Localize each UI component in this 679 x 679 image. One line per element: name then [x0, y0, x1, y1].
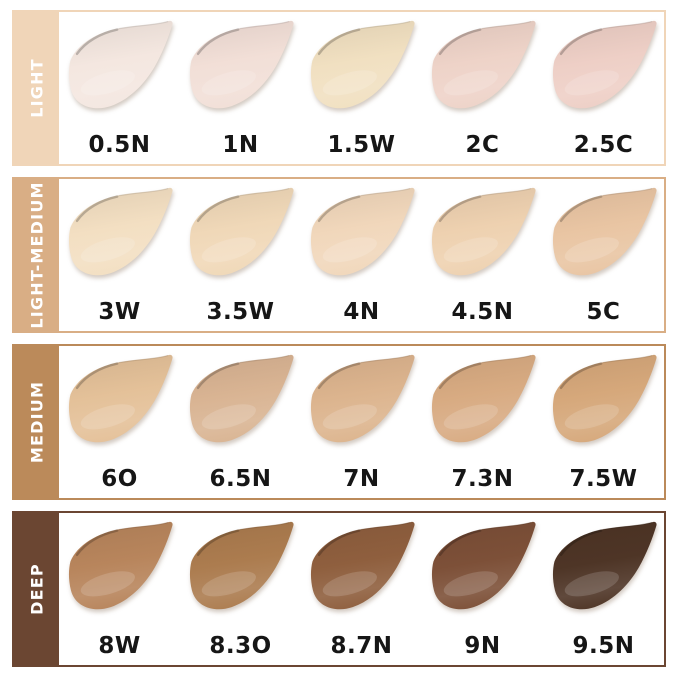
category-band: MEDIUM [14, 346, 59, 498]
shade-cells: 3W 3.5W 4N 4.5N 5C [59, 179, 664, 331]
shade-cell-3-5w: 3.5W [180, 179, 301, 331]
shade-row-light-medium: LIGHT-MEDIUM 3W 3.5W 4N 4.5N 5C [12, 177, 666, 333]
shade-row-medium: MEDIUM 6O 6.5N 7N 7.3N 7.5W [12, 344, 666, 500]
category-band: LIGHT [14, 12, 59, 164]
shade-label: 4.5N [451, 299, 514, 325]
shade-cell-5c: 5C [543, 179, 664, 331]
category-label: MEDIUM [27, 380, 46, 464]
foundation-swatch-smear-image [68, 354, 173, 443]
shade-label: 1.5W [327, 132, 396, 158]
shade-cell-8-7n: 8.7N [301, 513, 422, 665]
foundation-swatch-smear-image [552, 20, 657, 109]
foundation-swatch-smear-image [431, 187, 536, 276]
shade-cell-4-5n: 4.5N [422, 179, 543, 331]
shade-label: 8.3O [209, 633, 272, 659]
category-band: LIGHT-MEDIUM [14, 179, 59, 331]
foundation-swatch-smear-image [189, 354, 294, 443]
shade-label: 2.5C [573, 132, 634, 158]
foundation-swatch-smear-image [189, 187, 294, 276]
shade-label: 3W [98, 299, 141, 325]
shade-label: 8.7N [330, 633, 393, 659]
foundation-swatch-smear-image [431, 354, 536, 443]
foundation-swatch-smear-image [310, 521, 415, 610]
shade-cell-9-5n: 9.5N [543, 513, 664, 665]
foundation-swatch-smear-image [68, 20, 173, 109]
shade-label: 7N [343, 466, 380, 492]
shade-row-light: LIGHT 0.5N 1N 1.5W 2C 2.5C [12, 10, 666, 166]
shade-cells: 8W 8.3O 8.7N 9N 9.5N [59, 513, 664, 665]
shade-label: 0.5N [88, 132, 151, 158]
foundation-swatch-smear-image [552, 354, 657, 443]
category-band: DEEP [14, 513, 59, 665]
shade-cells: 0.5N 1N 1.5W 2C 2.5C [59, 12, 664, 164]
shade-label: 8W [98, 633, 141, 659]
foundation-swatch-smear-image [310, 354, 415, 443]
foundation-swatch-smear-image [431, 20, 536, 109]
shade-cell-6-5n: 6.5N [180, 346, 301, 498]
shade-cell-8-3o: 8.3O [180, 513, 301, 665]
foundation-swatch-smear-image [189, 20, 294, 109]
shade-cell-2-5c: 2.5C [543, 12, 664, 164]
shade-cell-3w: 3W [59, 179, 180, 331]
foundation-swatch-smear-image [68, 521, 173, 610]
shade-cell-9n: 9N [422, 513, 543, 665]
foundation-swatch-smear-image [189, 521, 294, 610]
shade-label: 1N [222, 132, 259, 158]
shade-row-deep: DEEP 8W 8.3O 8.7N 9N 9.5N [12, 511, 666, 667]
shade-cell-7n: 7N [301, 346, 422, 498]
shade-cell-7-3n: 7.3N [422, 346, 543, 498]
shade-label: 6.5N [209, 466, 272, 492]
shade-label: 4N [343, 299, 380, 325]
foundation-shade-chart: LIGHT 0.5N 1N 1.5W 2C 2.5C LIGHT-MEDIUM … [12, 10, 666, 667]
shade-cell-4n: 4N [301, 179, 422, 331]
shade-label: 7.5W [569, 466, 638, 492]
foundation-swatch-smear-image [310, 187, 415, 276]
shade-cell-2c: 2C [422, 12, 543, 164]
foundation-swatch-smear-image [68, 187, 173, 276]
shade-label: 9N [464, 633, 501, 659]
shade-cell-1n: 1N [180, 12, 301, 164]
shade-cell-0-5n: 0.5N [59, 12, 180, 164]
shade-label: 9.5N [572, 633, 635, 659]
shade-cell-1-5w: 1.5W [301, 12, 422, 164]
shade-label: 2C [465, 132, 500, 158]
foundation-swatch-smear-image [310, 20, 415, 109]
shade-label: 3.5W [206, 299, 275, 325]
shade-cell-7-5w: 7.5W [543, 346, 664, 498]
category-label: DEEP [27, 563, 46, 615]
shade-label: 7.3N [451, 466, 514, 492]
shade-label: 6O [101, 466, 138, 492]
shade-cells: 6O 6.5N 7N 7.3N 7.5W [59, 346, 664, 498]
shade-cell-6o: 6O [59, 346, 180, 498]
foundation-swatch-smear-image [431, 521, 536, 610]
shade-label: 5C [586, 299, 621, 325]
category-label: LIGHT [27, 58, 46, 118]
foundation-swatch-smear-image [552, 187, 657, 276]
foundation-swatch-smear-image [552, 521, 657, 610]
shade-cell-8w: 8W [59, 513, 180, 665]
category-label: LIGHT-MEDIUM [27, 181, 46, 329]
